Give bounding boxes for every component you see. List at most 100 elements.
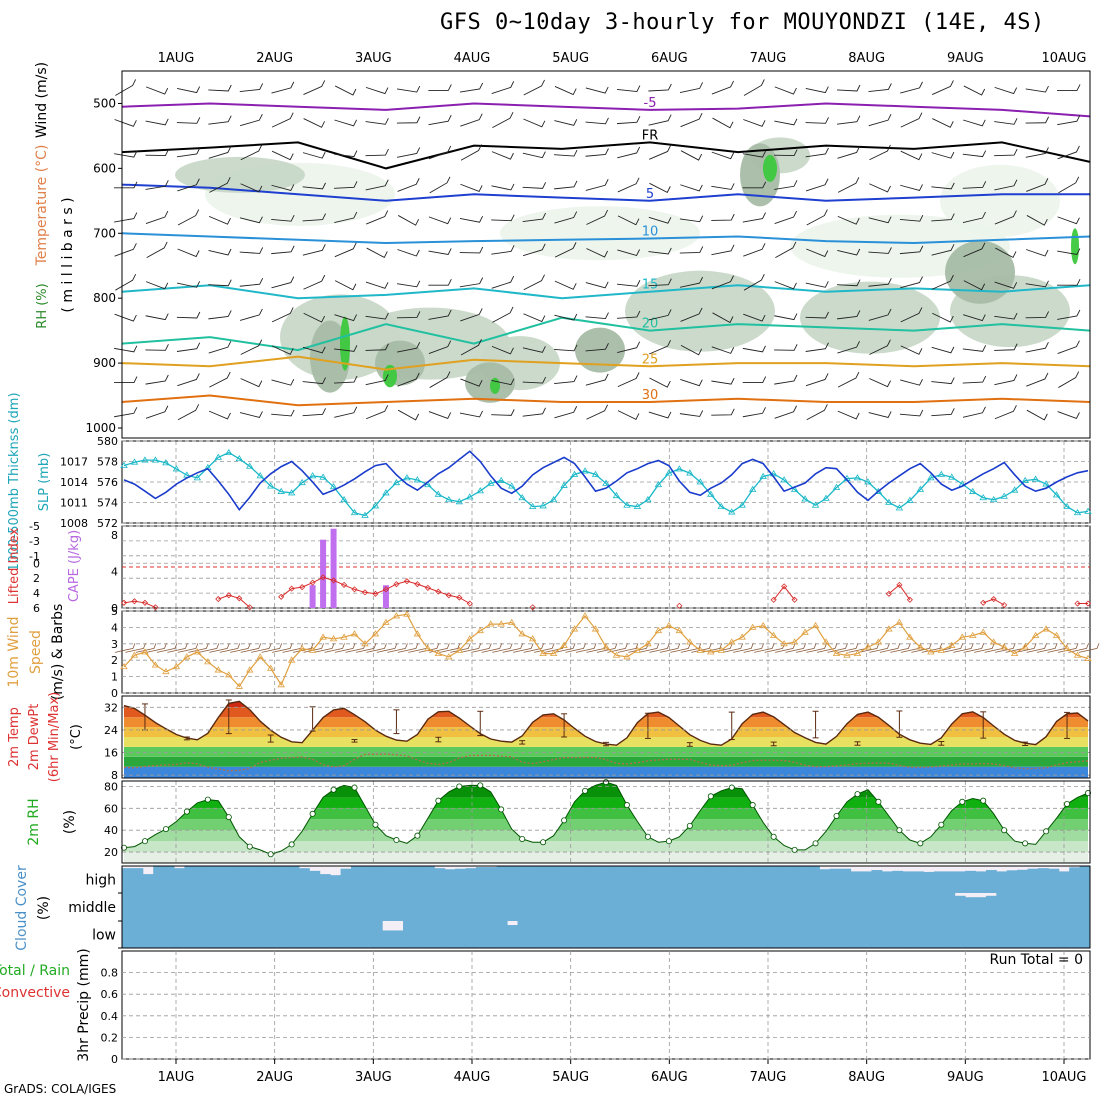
slp-point [738, 501, 746, 508]
cloud-cover-high [246, 866, 258, 893]
cloud-cover-middle [507, 893, 519, 921]
cloud-cover-low [1006, 921, 1018, 948]
wind-barb [774, 180, 798, 190]
wind-barb [586, 248, 608, 258]
precip-frame [121, 950, 1091, 1060]
wind-barb [931, 377, 955, 385]
cloud-cover-middle [871, 893, 883, 921]
lifted-index-line [983, 598, 1005, 606]
pressure-tick-label: 500 [93, 96, 116, 110]
cloud-cover-high [507, 866, 519, 893]
cloud-cover-high [132, 868, 144, 893]
wind-barb [522, 346, 546, 353]
wind-speed-point [612, 651, 621, 658]
wind-barb [869, 378, 891, 388]
lifted-index-point [424, 584, 431, 591]
surface-wind-barb [628, 643, 649, 653]
cloud-cover-high [1069, 867, 1081, 893]
slp-tick-label: 1011 [60, 497, 88, 510]
cloud-cover-middle [1006, 893, 1018, 921]
wind-speed-point [969, 631, 977, 638]
wind-speed-point [1052, 631, 1061, 638]
cloud-cover-high [569, 866, 581, 893]
cloud-cover-low [579, 921, 591, 948]
lifted-index-point [445, 592, 452, 599]
thickness-tick-label: 578 [97, 456, 118, 469]
wind-barb [208, 410, 231, 420]
cloud-cover-low [881, 921, 893, 948]
humidity-tick-label: 20 [104, 846, 118, 859]
cloud-cover-middle [538, 893, 550, 921]
wind-barb [523, 313, 546, 323]
slp-point [570, 470, 579, 477]
wind-speed-point [633, 646, 642, 653]
humidity-point [141, 838, 148, 845]
slp-point [1063, 502, 1071, 509]
wind-barb [145, 210, 169, 224]
cloud-cover-low [933, 921, 945, 948]
temperature-tick-label: 8 [111, 769, 118, 782]
cloud-cover-high [142, 874, 154, 893]
slp-point [602, 479, 610, 486]
cloud-cover-low [777, 921, 789, 948]
humidity-band [124, 830, 1088, 842]
wind-barb [491, 183, 515, 191]
wind-barb [931, 182, 955, 190]
lifted-index-point [414, 581, 421, 588]
wind-barb [177, 178, 200, 192]
lifted-index-point [340, 581, 348, 588]
cloud-cover-high [756, 866, 768, 893]
slp-tick-label: 1014 [60, 476, 88, 489]
wind-barb [585, 86, 609, 94]
surface-wind-barb [188, 643, 209, 653]
wind-barb [303, 274, 326, 290]
cloud-cover-high [892, 870, 904, 893]
slp-point [612, 491, 621, 499]
cloud-cover-low [913, 921, 924, 948]
cloud-cover-low [600, 921, 612, 948]
wind-barb [869, 183, 891, 193]
wind-speed-point [644, 640, 652, 647]
wind-barb [271, 150, 294, 161]
cloud-cover-middle [215, 893, 227, 921]
wind-barb [585, 343, 609, 352]
cloud-cover-low [1079, 921, 1091, 948]
slp-point [392, 478, 401, 486]
surface-wind-barb [439, 643, 461, 653]
wind-barb [616, 310, 641, 319]
wind-barb [931, 80, 954, 95]
surface-wind-barb [963, 643, 985, 653]
date-label-top: 1AUG [158, 51, 195, 66]
date-label-top: 9AUG [947, 51, 984, 66]
slp-point [497, 476, 505, 484]
surface-wind-barb [1068, 643, 1089, 653]
slp-point [822, 494, 830, 501]
wind-barb [868, 411, 892, 418]
wind-barb [240, 183, 263, 193]
cloud-cover-high [361, 866, 373, 893]
date-label-top: 4AUG [454, 51, 491, 66]
surface-wind-barb [502, 643, 524, 653]
cloud-cover-low [246, 921, 258, 948]
wind-barb [177, 373, 200, 387]
cloud-cover-low [798, 921, 810, 948]
humidity-point [707, 793, 714, 800]
surface-wind-barb [785, 643, 806, 653]
wind-barb [176, 311, 201, 319]
wind-barb [1057, 340, 1080, 354]
wind-barb [334, 242, 357, 258]
wind-barb [428, 114, 452, 126]
wind-barb [302, 151, 326, 159]
wind-barb [774, 210, 797, 224]
wind-barb [523, 79, 545, 96]
wind-speed-line [123, 613, 1089, 688]
cloud-cover-middle [1017, 893, 1029, 921]
cloud-cover-low [309, 921, 321, 948]
cloud-cover-middle [725, 893, 737, 921]
cloud-cover-low [736, 921, 748, 948]
cloud-cover-middle [257, 893, 269, 921]
wind-ylabel-2: Speed [28, 630, 44, 674]
humidity-point [980, 797, 987, 804]
wind-speed-point [853, 649, 862, 657]
temperature-contour-label: -5 [644, 96, 657, 111]
